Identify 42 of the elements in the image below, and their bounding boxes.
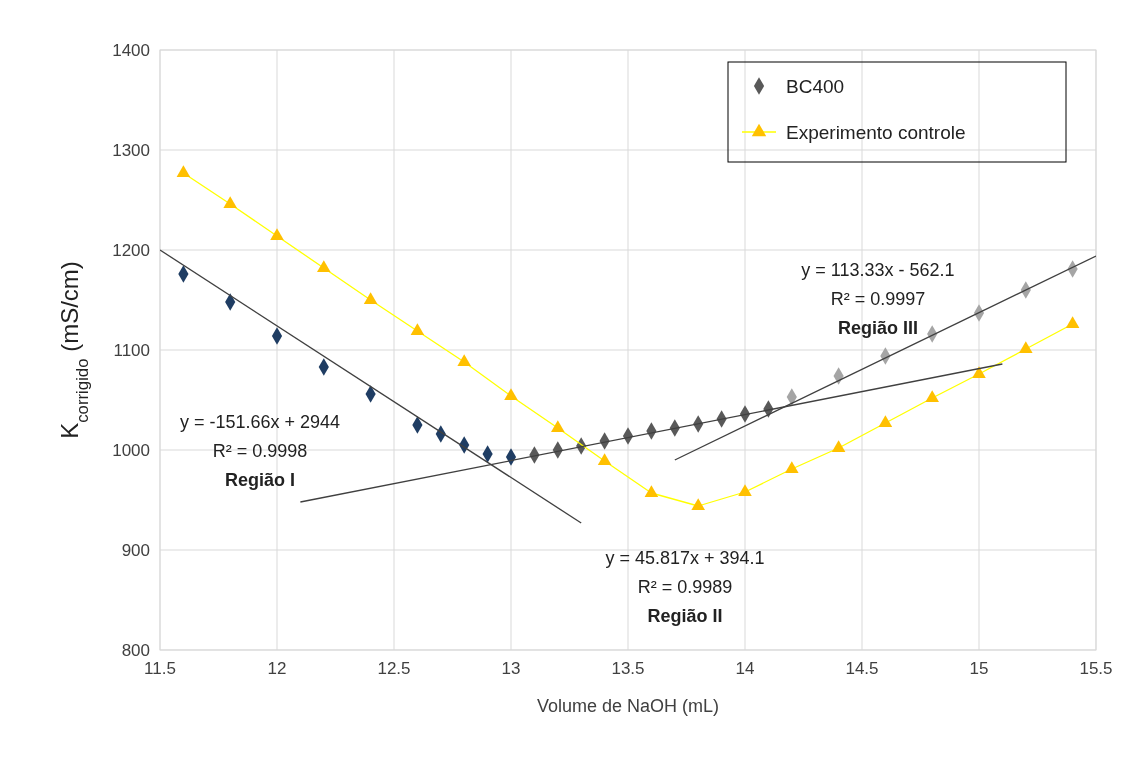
point bbox=[317, 260, 331, 272]
x-tick-label: 15 bbox=[969, 659, 989, 678]
x-tick-label: 11.5 bbox=[144, 659, 176, 678]
x-tick-label: 15.5 bbox=[1079, 659, 1113, 678]
x-tick-label: 14 bbox=[735, 659, 755, 678]
point bbox=[176, 165, 191, 177]
point bbox=[738, 484, 752, 496]
y-tick-label: 900 bbox=[121, 541, 150, 560]
point bbox=[363, 292, 378, 304]
x-axis-title: Volume de NaOH (mL) bbox=[536, 696, 720, 716]
point bbox=[223, 196, 237, 208]
point bbox=[785, 461, 799, 473]
point bbox=[270, 228, 284, 240]
y-tick-label: 800 bbox=[121, 641, 150, 660]
x-tick-label: 13.5 bbox=[611, 659, 645, 678]
point bbox=[1065, 316, 1080, 328]
point bbox=[878, 415, 893, 427]
x-tick-label: 12 bbox=[267, 659, 287, 678]
x-tick-label: 14.5 bbox=[845, 659, 879, 678]
point bbox=[691, 498, 705, 510]
point bbox=[831, 440, 846, 452]
annotation: y = 113.33x - 562.1 R² = 0.9997 Região III bbox=[801, 260, 955, 338]
point bbox=[504, 388, 518, 400]
x-tick-label: 12.5 bbox=[377, 659, 411, 678]
legend-label: BC400 bbox=[786, 76, 845, 97]
y-tick-label: 1300 bbox=[112, 141, 150, 160]
x-tick-label: 13 bbox=[501, 659, 521, 678]
point bbox=[457, 354, 471, 366]
point bbox=[644, 485, 659, 497]
point bbox=[1019, 341, 1033, 353]
point bbox=[597, 453, 612, 465]
y-tick-label: 1400 bbox=[112, 41, 150, 60]
point bbox=[925, 390, 939, 402]
legend-label: Experimento controle bbox=[786, 122, 966, 143]
annotation: y = -151.66x + 2944 R² = 0.9998 Região I bbox=[179, 412, 341, 490]
point bbox=[410, 323, 425, 335]
y-tick-label: 1100 bbox=[113, 341, 150, 360]
point bbox=[972, 366, 986, 378]
annotation: y = 45.817x + 394.1 R² = 0.9989 Região II bbox=[605, 548, 765, 626]
y-tick-label: 1200 bbox=[112, 241, 150, 260]
point bbox=[551, 420, 565, 432]
y-tick-label: 1000 bbox=[112, 441, 150, 460]
